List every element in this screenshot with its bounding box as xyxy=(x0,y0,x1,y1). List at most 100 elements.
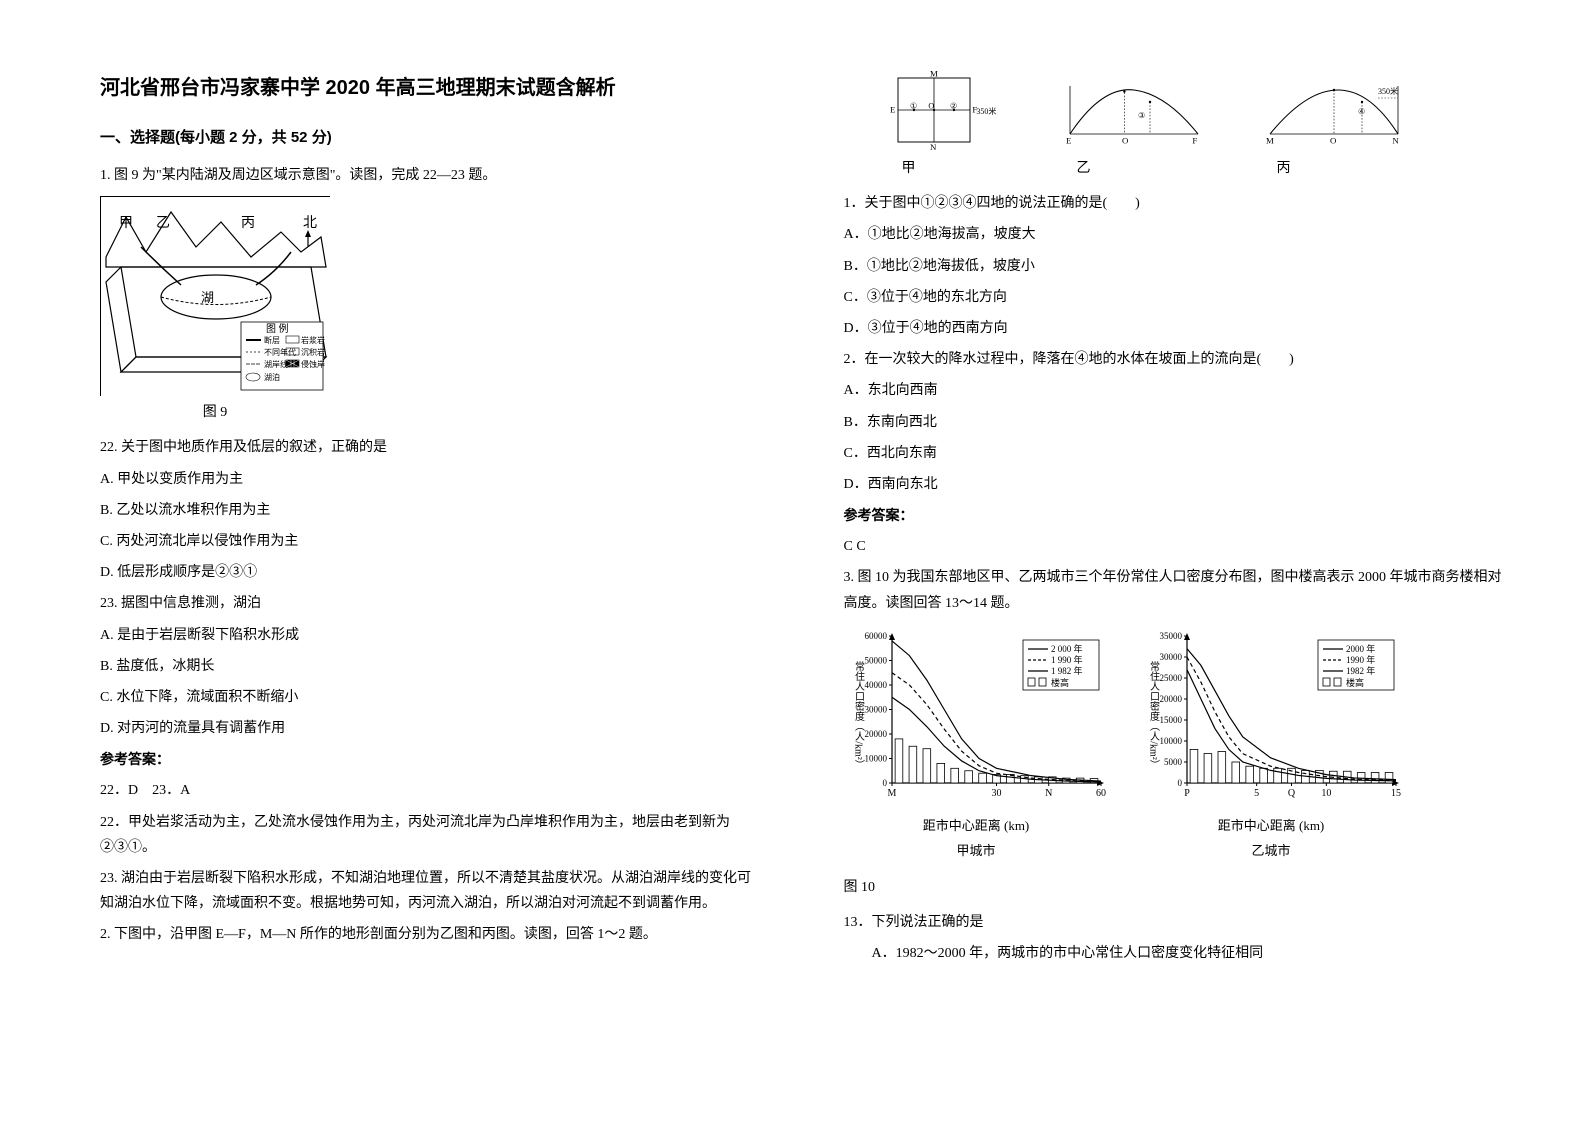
svg-text:10000: 10000 xyxy=(1159,736,1182,746)
svg-text:2 000 年: 2 000 年 xyxy=(1051,643,1083,654)
svg-text:P: P xyxy=(1184,788,1190,799)
q2-2: 2．在一次较大的降水过程中，降落在④地的水体在坡面上的流向是( ) xyxy=(844,347,1508,372)
fig9-jia: 甲 xyxy=(119,216,133,231)
q2-1-a: A．①地比②地海拔高，坡度大 xyxy=(844,222,1508,247)
svg-text:5000: 5000 xyxy=(1164,757,1183,767)
svg-text:湖泊: 湖泊 xyxy=(264,372,280,382)
q22-d: D. 低层形成顺序是②③① xyxy=(100,560,764,585)
q22: 22. 关于图中地质作用及低层的叙述，正确的是 xyxy=(100,435,764,460)
svg-text:0: 0 xyxy=(1177,778,1182,788)
fig9-north: 北 xyxy=(303,215,317,231)
profile-label-jia: 甲 xyxy=(844,156,974,181)
q2-1-b: B．①地比②地海拔低，坡度小 xyxy=(844,254,1508,279)
svg-text:不同年代: 不同年代 xyxy=(264,347,296,357)
svg-text:侵蚀岸: 侵蚀岸 xyxy=(301,359,325,369)
svg-text:0: 0 xyxy=(882,778,887,788)
svg-text:15000: 15000 xyxy=(1159,715,1182,725)
svg-text:N: N xyxy=(1045,788,1052,799)
answer-label-2: 参考答案： xyxy=(844,503,1508,528)
answer-label-1: 参考答案： xyxy=(100,747,764,772)
svg-text:E: E xyxy=(890,104,895,114)
profile-label-yi: 乙 xyxy=(994,156,1174,181)
q23-b: B. 盐度低，冰期长 xyxy=(100,654,764,679)
svg-text:③: ③ xyxy=(1138,111,1145,120)
chart-yi-city: 乙城市 xyxy=(1139,839,1404,862)
svg-text:O: O xyxy=(1330,136,1336,146)
svg-text:30000: 30000 xyxy=(864,704,887,714)
ans-22-23: 22．D 23．A xyxy=(100,778,764,803)
svg-text:60000: 60000 xyxy=(864,631,887,641)
svg-text:1 982 年: 1 982 年 xyxy=(1051,665,1083,676)
svg-text:岩浆岩: 岩浆岩 xyxy=(301,335,325,345)
svg-text:10000: 10000 xyxy=(864,753,887,763)
q22-c: C. 丙处河流北岸以侵蚀作用为主 xyxy=(100,529,764,554)
chart-jia-xlabel: 距市中心距离 (km) xyxy=(844,814,1109,837)
chart-yi-xlabel: 距市中心距离 (km) xyxy=(1139,814,1404,837)
q13-a: A．1982～2000 年，两城市的市中心常住人口密度变化特征相同 xyxy=(844,941,1508,966)
svg-text:O: O xyxy=(1122,136,1128,146)
svg-text:M: M xyxy=(930,70,938,78)
svg-text:1982 年: 1982 年 xyxy=(1346,665,1375,676)
q1-intro: 1. 图 9 为"某内陆湖及周边区域示意图"。读图，完成 22—23 题。 xyxy=(100,163,764,188)
svg-text:25000: 25000 xyxy=(1159,673,1182,683)
svg-text:35000: 35000 xyxy=(1159,631,1182,641)
q3-intro: 3. 图 10 为我国东部地区甲、乙两城市三个年份常住人口密度分布图，图中楼高表… xyxy=(844,565,1508,615)
svg-text:常住人口密度（人/km²）: 常住人口密度（人/km²） xyxy=(1147,660,1159,770)
svg-text:30: 30 xyxy=(991,788,1001,799)
svg-text:④: ④ xyxy=(1358,107,1365,116)
svg-text:楼高: 楼高 xyxy=(1346,677,1364,688)
svg-text:湖岸线: 湖岸线 xyxy=(264,359,288,369)
svg-text:E: E xyxy=(1066,136,1071,146)
q2-2-a: A．东北向西南 xyxy=(844,378,1508,403)
figure-9: 湖 甲 乙 丙 北 图 例 断层 xyxy=(100,196,764,425)
svg-text:M: M xyxy=(1266,136,1274,146)
q2-1-c: C．③位于④地的东北方向 xyxy=(844,285,1508,310)
svg-text:40000: 40000 xyxy=(864,680,887,690)
svg-text:2000 年: 2000 年 xyxy=(1346,643,1375,654)
svg-text:350米: 350米 xyxy=(1378,86,1398,96)
svg-text:F: F xyxy=(1192,136,1197,146)
svg-text:5: 5 xyxy=(1254,788,1259,799)
svg-text:15: 15 xyxy=(1391,788,1401,799)
svg-text:Q: Q xyxy=(1287,788,1295,799)
q22-a: A. 甲处以变质作用为主 xyxy=(100,467,764,492)
svg-text:1990 年: 1990 年 xyxy=(1346,654,1375,665)
fig9-yi: 乙 xyxy=(156,215,170,231)
q2-2-c: C．西北向东南 xyxy=(844,441,1508,466)
q23-a: A. 是由于岩层断裂下陷积水形成 xyxy=(100,623,764,648)
section-header: 一、选择题(每小题 2 分，共 52 分) xyxy=(100,124,764,151)
profile-figures: M N E F ① O ② 350米 E O F xyxy=(844,70,1508,150)
svg-text:350米: 350米 xyxy=(976,106,996,116)
svg-text:20000: 20000 xyxy=(864,729,887,739)
svg-text:常住人口密度（人/km²）: 常住人口密度（人/km²） xyxy=(852,660,864,770)
q2-2-d: D．西南向东北 xyxy=(844,472,1508,497)
svg-text:N: N xyxy=(1392,136,1399,146)
exp-23: 23. 湖泊由于岩层断裂下陷积水形成，不知湖泊地理位置，所以不清楚其盐度状况。从… xyxy=(100,866,764,916)
q23-d: D. 对丙河的流量具有调蓄作用 xyxy=(100,716,764,741)
svg-text:1 990 年: 1 990 年 xyxy=(1051,654,1083,665)
svg-text:20000: 20000 xyxy=(1159,694,1182,704)
svg-text:楼高: 楼高 xyxy=(1051,677,1069,688)
figure-10: 0100002000030000400005000060000M30N60常住人… xyxy=(844,628,1508,863)
svg-text:30000: 30000 xyxy=(1159,652,1182,662)
fig10-caption: 图 10 xyxy=(844,875,1508,900)
fig9-caption: 图 9 xyxy=(100,400,330,425)
page-title: 河北省邢台市冯家寨中学 2020 年高三地理期末试题含解析 xyxy=(100,70,764,106)
q2-1: 1．关于图中①②③④四地的说法正确的是( ) xyxy=(844,191,1508,216)
ans-q2: C C xyxy=(844,534,1508,559)
svg-text:50000: 50000 xyxy=(864,655,887,665)
q2-intro: 2. 下图中，沿甲图 E—F，M—N 所作的地形剖面分别为乙图和丙图。读图，回答… xyxy=(100,922,764,947)
svg-text:N: N xyxy=(930,142,937,150)
q23: 23. 据图中信息推测，湖泊 xyxy=(100,591,764,616)
chart-jia-city: 甲城市 xyxy=(844,839,1109,862)
fig9-bing: 丙 xyxy=(241,216,255,231)
lake-label: 湖 xyxy=(201,290,214,305)
svg-text:沉积岩: 沉积岩 xyxy=(301,347,325,357)
q22-b: B. 乙处以流水堆积作用为主 xyxy=(100,498,764,523)
q2-1-d: D．③位于④地的西南方向 xyxy=(844,316,1508,341)
exp-22: 22．甲处岩浆活动为主，乙处流水侵蚀作用为主，丙处河流北岸为凸岸堆积作用为主，地… xyxy=(100,810,764,860)
q2-2-b: B．东南向西北 xyxy=(844,410,1508,435)
svg-text:M: M xyxy=(887,788,896,799)
q13: 13．下列说法正确的是 xyxy=(844,910,1508,935)
profile-label-bing: 丙 xyxy=(1194,156,1374,181)
